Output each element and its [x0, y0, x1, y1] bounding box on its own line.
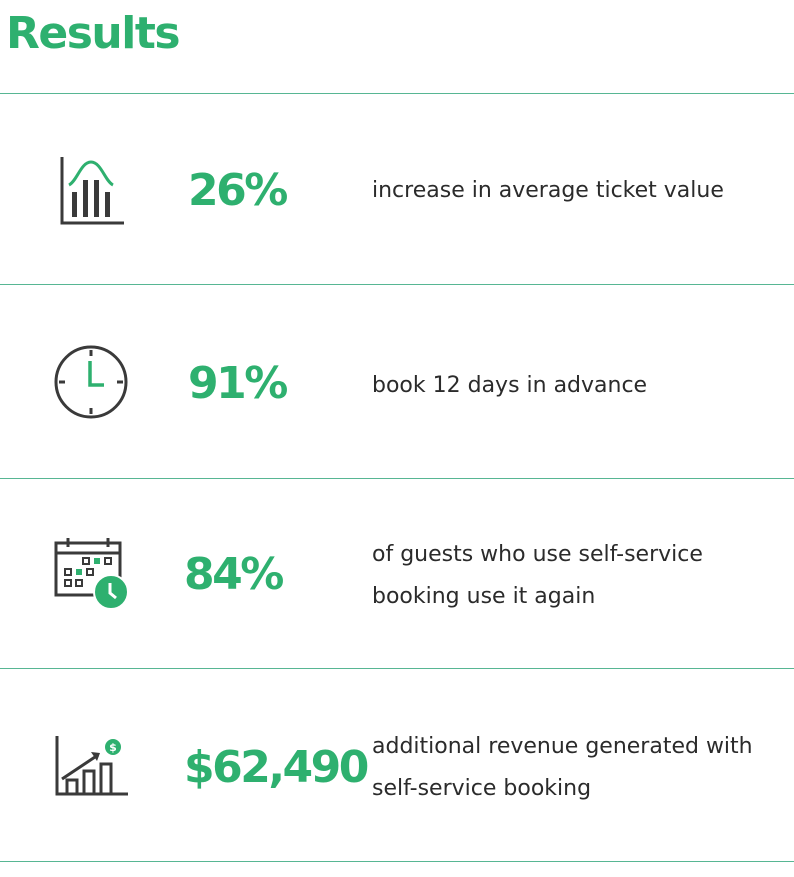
clock-icon	[53, 344, 129, 420]
calendar-clock-icon	[54, 537, 130, 611]
bar-chart-bell-curve-icon	[59, 156, 125, 226]
stat-description: additional revenue generated with self-s…	[372, 734, 753, 801]
stat-value: 84%	[184, 549, 284, 600]
revenue-growth-chart-icon: $	[54, 735, 130, 797]
divider	[0, 478, 794, 479]
stat-description: book 12 days in advance	[372, 373, 648, 398]
result-row-additional-revenue: $ $62,490 additional revenue generated w…	[0, 669, 794, 861]
stat-description: of guests who use self-service booking u…	[372, 542, 703, 609]
result-row-ticket-value: 26% increase in average ticket value	[0, 94, 794, 284]
result-row-repeat-usage: 84% of guests who use self-service booki…	[0, 479, 794, 668]
page-title: Results	[6, 8, 181, 59]
stat-value: $62,490	[184, 742, 369, 793]
svg-text:$: $	[109, 741, 117, 754]
divider	[0, 93, 794, 94]
divider	[0, 284, 794, 285]
divider	[0, 861, 794, 862]
result-row-advance-booking: 91% book 12 days in advance	[0, 285, 794, 478]
stat-value: 91%	[188, 358, 288, 409]
stat-value: 26%	[188, 165, 288, 216]
divider	[0, 668, 794, 669]
stat-description: increase in average ticket value	[372, 178, 724, 203]
